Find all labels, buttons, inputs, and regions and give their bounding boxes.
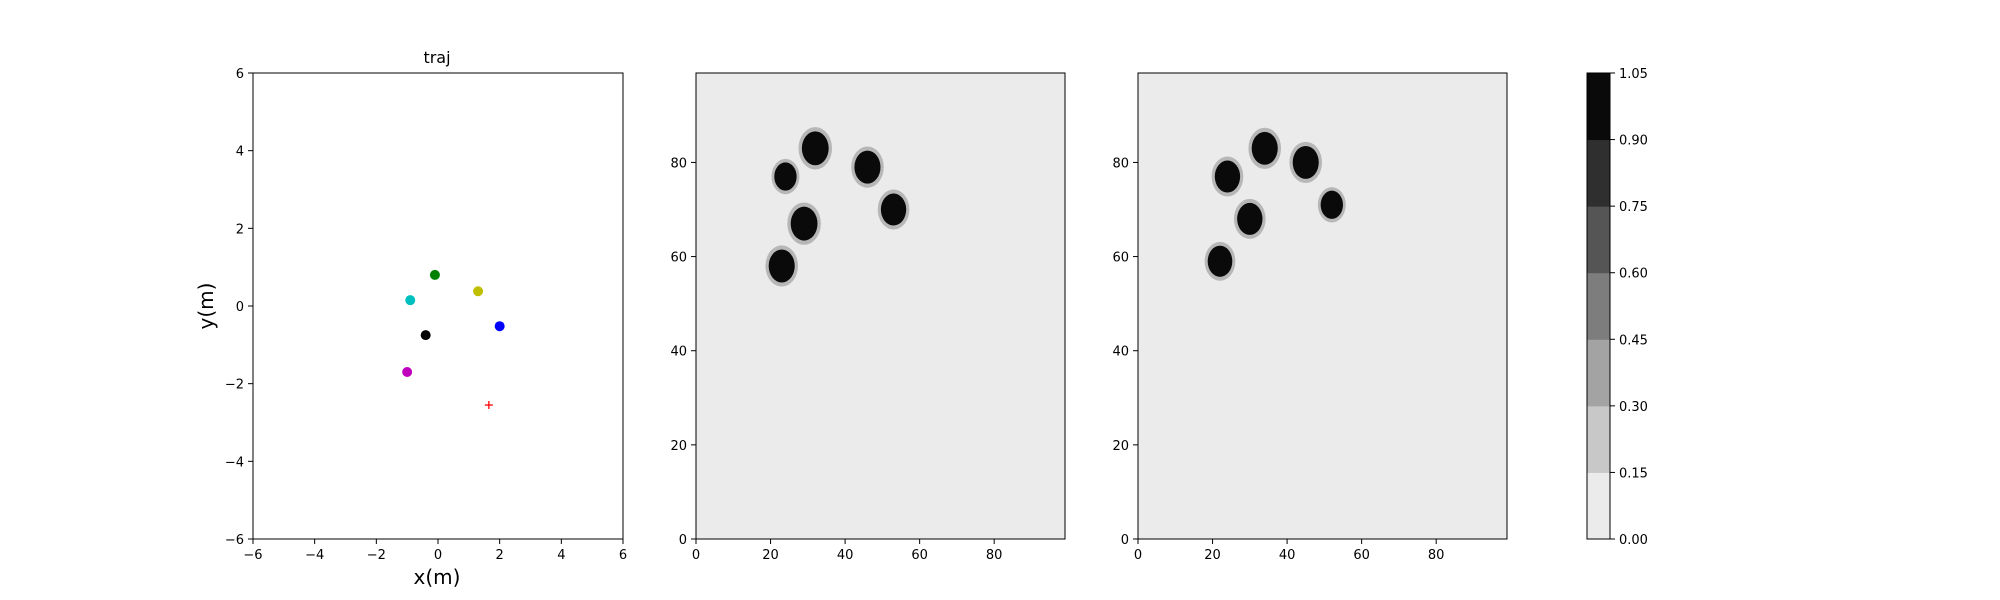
heatmap-a-frame — [695, 72, 1066, 540]
heatmap-b-frame — [1137, 72, 1508, 540]
traj-x-ticks: −6 −4 −2 0 2 4 6 — [243, 539, 627, 563]
traj-ylabel: y(m) — [194, 283, 218, 330]
heatmap-y-tick-label: 40 — [670, 345, 687, 360]
traj-point-plus — [484, 401, 493, 410]
traj-y-tick-label: −4 — [225, 455, 244, 470]
traj-y-ticks: 6 4 2 0 −2 −4 −6 — [225, 67, 253, 548]
heatmap-x-tick-label: 40 — [1279, 548, 1296, 563]
traj-point — [405, 295, 416, 306]
colorbar-ticks: 0.00 0.15 0.30 0.45 0.60 0.75 0.90 1.05 — [1610, 67, 1648, 548]
heatmap-x-tick-label: 20 — [762, 548, 779, 563]
heatmap-blob — [1251, 131, 1278, 165]
heatmap-y-tick-label: 0 — [679, 533, 687, 548]
traj-x-tick-label: −4 — [305, 548, 324, 563]
colorbar-tick-label: 0.00 — [1619, 533, 1648, 548]
heatmap-a-x-ticks: 0 20 40 60 80 — [692, 539, 1003, 563]
heatmap-blob — [1292, 145, 1319, 179]
traj-x-tick-label: 0 — [434, 548, 442, 563]
colorbar-band — [1587, 73, 1610, 141]
heatmap-y-tick-label: 60 — [670, 251, 687, 266]
traj-xlabel: x(m) — [414, 565, 461, 589]
heatmap-x-tick-label: 60 — [911, 548, 928, 563]
traj-point — [494, 321, 505, 332]
heatmap-b-blobs — [1204, 127, 1346, 281]
colorbar-tick-label: 0.90 — [1619, 134, 1648, 149]
traj-y-tick-label: 0 — [236, 300, 244, 315]
heatmap-panel-a: 0 20 40 60 80 80 60 40 20 0 — [670, 72, 1066, 563]
heatmap-blob — [801, 131, 829, 166]
heatmap-y-tick-label: 80 — [670, 156, 687, 171]
traj-x-tick-label: −6 — [243, 548, 262, 563]
colorbar: 0.00 0.15 0.30 0.45 0.60 0.75 0.90 1.05 — [1586, 67, 1648, 548]
heatmap-a-y-ticks: 80 60 40 20 0 — [670, 156, 696, 548]
traj-panel: traj −6 −4 −2 0 2 4 6 6 4 2 0 −2 −4 −6 x(m) y(m) — [194, 48, 627, 589]
traj-y-tick-label: 2 — [236, 222, 244, 237]
colorbar-tick-label: 0.30 — [1619, 400, 1648, 415]
colorbar-band — [1587, 139, 1610, 207]
heatmap-y-tick-label: 60 — [1112, 251, 1129, 266]
heatmap-blob — [854, 150, 881, 184]
heatmap-x-tick-label: 40 — [837, 548, 854, 563]
traj-point — [473, 286, 484, 297]
heatmap-blob — [1237, 202, 1263, 235]
heatmap-x-tick-label: 20 — [1204, 548, 1221, 563]
heatmap-x-tick-label: 80 — [986, 548, 1003, 563]
traj-y-tick-label: −2 — [225, 378, 244, 393]
heatmap-b-y-ticks: 80 60 40 20 0 — [1112, 156, 1138, 548]
traj-point — [420, 330, 431, 341]
colorbar-frame — [1586, 72, 1611, 540]
heatmap-x-tick-label: 0 — [1134, 548, 1142, 563]
heatmap-blob — [1320, 190, 1344, 219]
traj-point — [402, 367, 413, 378]
traj-x-tick-label: −2 — [367, 548, 386, 563]
heatmap-y-tick-label: 80 — [1112, 156, 1129, 171]
heatmap-y-tick-label: 40 — [1112, 345, 1129, 360]
traj-points — [402, 269, 505, 410]
traj-y-tick-label: −6 — [225, 533, 244, 548]
colorbar-band — [1587, 405, 1610, 473]
heatmap-b-x-ticks: 0 20 40 60 80 — [1134, 539, 1445, 563]
colorbar-bands — [1587, 73, 1610, 540]
heatmap-x-tick-label: 60 — [1353, 548, 1370, 563]
colorbar-band — [1587, 272, 1610, 340]
colorbar-band — [1587, 472, 1610, 540]
colorbar-tick-label: 0.75 — [1619, 200, 1648, 215]
heatmap-x-tick-label: 0 — [692, 548, 700, 563]
traj-point — [429, 269, 440, 280]
traj-x-tick-label: 4 — [557, 548, 565, 563]
colorbar-tick-label: 0.45 — [1619, 333, 1648, 348]
heatmap-y-tick-label: 0 — [1121, 533, 1129, 548]
heatmap-blob — [880, 193, 907, 226]
heatmap-x-tick-label: 80 — [1428, 548, 1445, 563]
colorbar-tick-label: 1.05 — [1619, 67, 1648, 82]
heatmap-blob — [1214, 160, 1241, 193]
traj-x-tick-label: 6 — [619, 548, 627, 563]
heatmap-blob — [790, 206, 818, 241]
heatmap-blob — [768, 249, 795, 283]
colorbar-tick-label: 0.15 — [1619, 466, 1648, 481]
heatmap-blob — [774, 162, 797, 191]
traj-title: traj — [423, 48, 450, 67]
traj-axes-frame — [252, 72, 624, 540]
colorbar-band — [1587, 206, 1610, 274]
colorbar-tick-label: 0.60 — [1619, 267, 1648, 282]
colorbar-band — [1587, 339, 1610, 407]
heatmap-a-blobs — [765, 127, 910, 287]
heatmap-y-tick-label: 20 — [1112, 439, 1129, 454]
traj-y-tick-label: 4 — [236, 145, 244, 160]
traj-y-tick-label: 6 — [236, 67, 244, 82]
heatmap-blob — [1207, 245, 1233, 277]
traj-x-tick-label: 2 — [496, 548, 504, 563]
heatmap-panel-b: 0 20 40 60 80 80 60 40 20 0 — [1112, 72, 1508, 563]
heatmap-y-tick-label: 20 — [670, 439, 687, 454]
